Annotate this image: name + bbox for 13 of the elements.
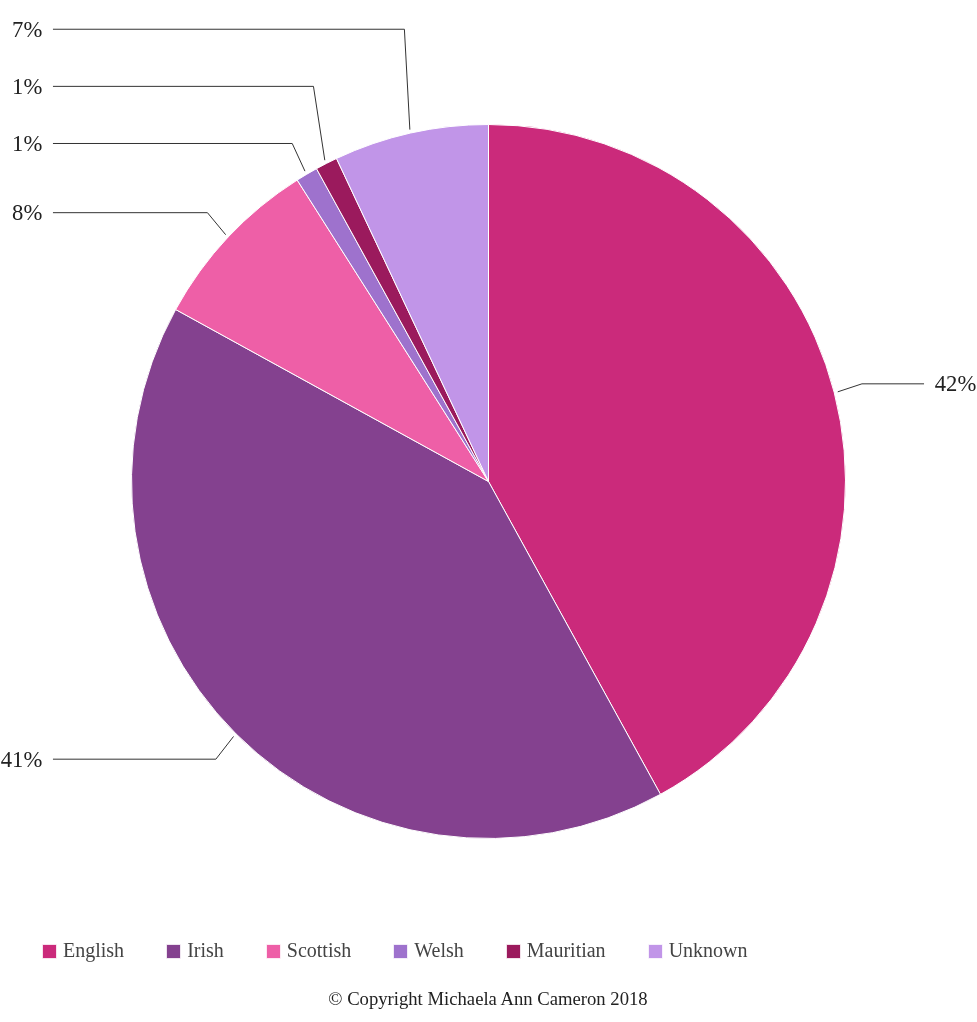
legend-label: Welsh xyxy=(414,939,464,962)
data-label: 1% xyxy=(12,73,43,99)
data-label: 1% xyxy=(12,130,43,156)
data-label: 7% xyxy=(12,16,43,42)
data-label: 41% xyxy=(0,746,43,772)
legend-label: English xyxy=(63,939,125,962)
data-label: 42% xyxy=(934,371,977,397)
data-label: 8% xyxy=(12,200,43,226)
text: © Copyright Michaela Ann Cameron 2018 xyxy=(328,988,648,1009)
legend-label: Mauritian xyxy=(526,939,606,962)
legend-label: Irish xyxy=(187,939,224,962)
legend-label: Unknown xyxy=(668,939,748,962)
legend-label: Scottish xyxy=(286,939,352,962)
